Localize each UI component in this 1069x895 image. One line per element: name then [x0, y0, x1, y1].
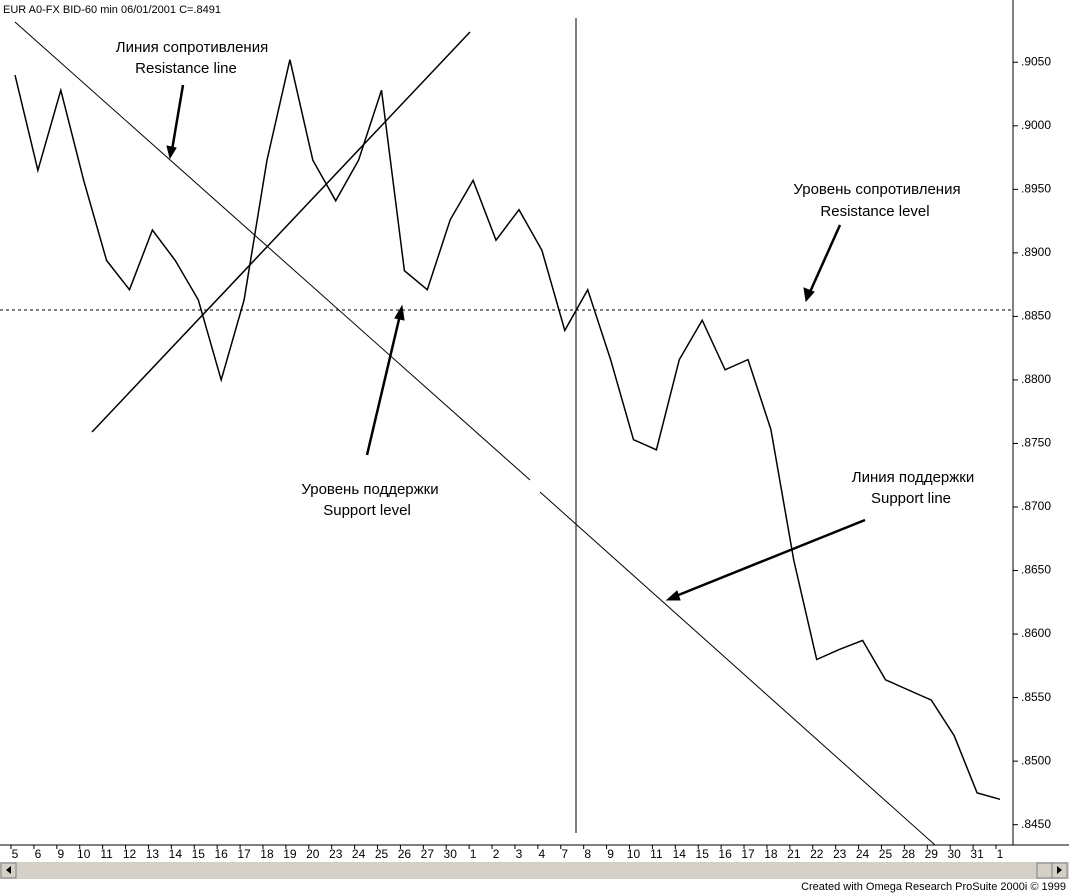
annotation: Resistance level [820, 203, 929, 220]
y-tick-label: .8550 [1021, 690, 1051, 704]
y-tick-label: .8800 [1021, 372, 1051, 386]
x-tick-label: 7 [561, 847, 568, 861]
x-tick-label: 29 [925, 847, 939, 861]
x-tick-label: 20 [306, 847, 320, 861]
y-tick-label: .9050 [1021, 54, 1051, 68]
x-tick-label: 13 [146, 847, 160, 861]
x-tick-label: 1 [997, 847, 1004, 861]
price-line [14, 59, 1001, 801]
support-line-lower [539, 491, 936, 846]
annotation: Линия сопротивления [116, 39, 268, 56]
x-tick-label: 11 [100, 847, 113, 861]
annotation: Resistance line [135, 60, 237, 77]
x-tick-label: 18 [260, 847, 274, 861]
annotation: Уровень сопротивления [793, 181, 960, 198]
y-tick-label: .8650 [1021, 563, 1051, 577]
x-tick-label: 5 [12, 847, 19, 861]
x-tick-label: 26 [398, 847, 412, 861]
y-tick-label: .8950 [1021, 182, 1051, 196]
x-tick-label: 8 [584, 847, 591, 861]
x-tick-label: 23 [329, 847, 343, 861]
y-tick-label: .8850 [1021, 309, 1051, 323]
x-tick-label: 19 [283, 847, 297, 861]
x-tick-label: 9 [57, 847, 64, 861]
x-tick-label: 23 [833, 847, 847, 861]
scrollbar[interactable] [0, 862, 1069, 879]
x-tick-label: 14 [673, 847, 687, 861]
annotation: Support line [871, 490, 951, 507]
y-tick-label: .8700 [1021, 499, 1051, 513]
header: EUR A0-FX BID-60 min 06/01/2001 C=.8491 [3, 4, 221, 16]
x-tick-label: 3 [516, 847, 523, 861]
x-tick-label: 25 [375, 847, 389, 861]
x-tick-label: 9 [607, 847, 614, 861]
x-tick-label: 15 [696, 847, 710, 861]
x-tick-label: 6 [35, 847, 42, 861]
arrows [166, 84, 866, 601]
scroll-right-icon [1057, 866, 1062, 874]
x-tick-label: 24 [352, 847, 366, 861]
x-tick-label: 25 [879, 847, 893, 861]
x-tick-label: 30 [948, 847, 962, 861]
x-tick-label: 31 [970, 847, 984, 861]
x-tick-label: 12 [123, 847, 137, 861]
x-tick-label: 16 [214, 847, 228, 861]
x-tick-label: 17 [741, 847, 755, 861]
x-tick-label: 15 [192, 847, 206, 861]
x-tick-label: 10 [77, 847, 91, 861]
annotation: Линия поддержки [852, 469, 974, 486]
footer: Created with Omega Research ProSuite 200… [801, 881, 1066, 893]
x-tick-label: 27 [421, 847, 435, 861]
x-tick-label: 10 [627, 847, 641, 861]
support-line [91, 31, 471, 433]
x-tick-label: 22 [810, 847, 824, 861]
x-tick-label: 4 [539, 847, 546, 861]
scroll-left-icon [6, 866, 11, 874]
scroll-thumb[interactable] [1036, 862, 1053, 879]
x-tick-label: 16 [718, 847, 732, 861]
x-tick-label: 14 [169, 847, 183, 861]
x-tick-label: 11 [650, 847, 663, 861]
x-tick-label: 2 [493, 847, 500, 861]
x-tick-label: 18 [764, 847, 778, 861]
x-tick-label: 1 [470, 847, 477, 861]
y-tick-label: .8900 [1021, 245, 1051, 259]
y-tick-label: .8450 [1021, 817, 1051, 831]
annotation: Уровень поддержки [301, 481, 438, 498]
annotation: Support level [323, 502, 411, 519]
resistance-line [14, 21, 531, 481]
y-tick-label: .9000 [1021, 118, 1051, 132]
x-tick-label: 30 [444, 847, 458, 861]
x-tick-label: 21 [787, 847, 801, 861]
y-tick-label: .8500 [1021, 753, 1051, 767]
y-tick-label: .8600 [1021, 626, 1051, 640]
x-tick-label: 28 [902, 847, 916, 861]
x-tick-label: 17 [237, 847, 251, 861]
y-tick-label: .8750 [1021, 436, 1051, 450]
x-tick-label: 24 [856, 847, 870, 861]
